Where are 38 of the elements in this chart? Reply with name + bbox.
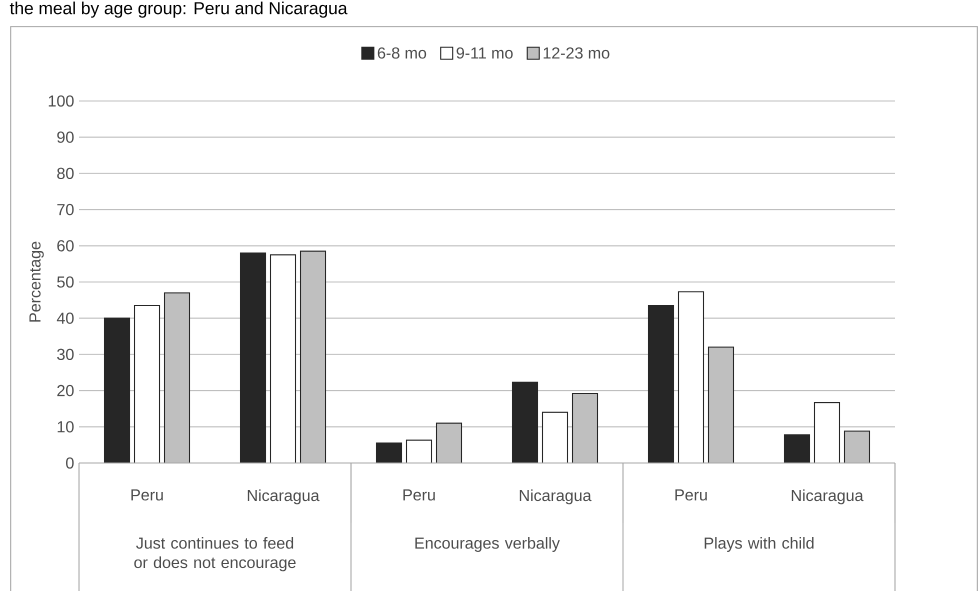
y-tick-label: 100 xyxy=(48,95,74,107)
x-tick-label: Nicaragua xyxy=(248,489,320,504)
bar xyxy=(648,304,674,464)
x-tick-label: Peru xyxy=(403,489,435,501)
legend-label: 6-8 mo xyxy=(378,47,426,59)
y-tick-label: 80 xyxy=(57,168,74,180)
y-axis-title: Percentage xyxy=(29,242,44,322)
chart-title: the meal by age group: Peru and Nicaragua xyxy=(10,2,348,18)
bar xyxy=(406,440,432,464)
bar xyxy=(104,318,130,464)
legend-label: 9-11 mo xyxy=(456,47,513,59)
y-tick-label: 20 xyxy=(57,384,74,396)
text: Encourages verbally xyxy=(415,537,560,552)
bar xyxy=(376,442,402,464)
bar xyxy=(270,254,296,464)
y-tick-label: 0 xyxy=(66,457,74,469)
bar xyxy=(814,402,840,464)
bar xyxy=(542,412,568,464)
text: Just continues to feed or does not encourage xyxy=(134,537,296,572)
x-tick-label: Peru xyxy=(675,489,707,501)
y-tick-label: 10 xyxy=(58,421,74,432)
x-tick-label: Nicaragua xyxy=(792,489,864,504)
y-tick-label: 90 xyxy=(57,132,74,143)
y-tick-label: 30 xyxy=(57,348,74,360)
y-tick-label: 50 xyxy=(57,276,74,288)
bar xyxy=(844,430,870,464)
bar xyxy=(784,434,810,464)
y-tick-label: 70 xyxy=(57,204,74,216)
bar xyxy=(678,291,704,464)
legend-label: 12-23 mo xyxy=(544,47,610,59)
bar xyxy=(134,304,160,464)
y-tick-label: 40 xyxy=(56,312,74,324)
text: Plays with child xyxy=(704,537,814,552)
y-tick-label: 60 xyxy=(57,240,74,252)
bar xyxy=(512,382,538,464)
x-tick-label: Nicaragua xyxy=(520,489,592,504)
x-tick-label: Peru xyxy=(131,489,163,501)
bar xyxy=(240,252,266,464)
